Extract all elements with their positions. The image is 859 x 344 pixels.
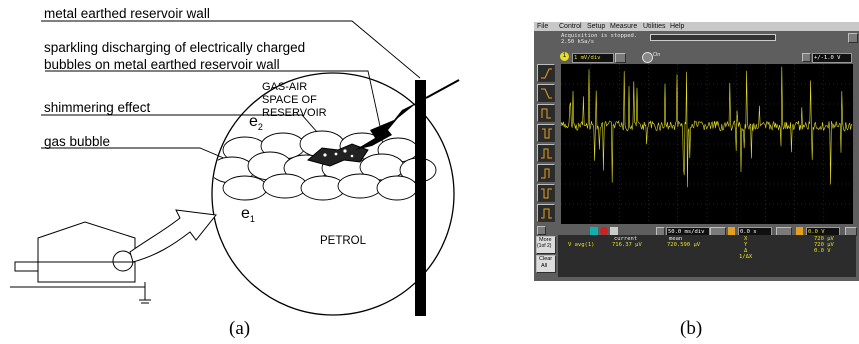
petrol-label: PETROL [320, 235, 367, 247]
sparkling-label-1: sparkling discharging of electrically ch… [44, 40, 306, 55]
marker-value-2: 720 µV [814, 242, 834, 248]
more-label: More [539, 237, 552, 243]
clear-all-button[interactable] [536, 255, 556, 273]
leader-wall [41, 20, 421, 79]
sample-rate: 2.50 kSa/s [561, 39, 595, 45]
marker-row-x: X [744, 236, 748, 242]
marker-row-delta: Δ [744, 248, 748, 254]
menu-control[interactable]: Control [559, 23, 582, 30]
marker-row-y: Y [744, 242, 748, 248]
menu-help[interactable]: Help [670, 23, 685, 30]
offset-icon[interactable] [802, 53, 811, 62]
menu-bar: File Control Setup Measure Utilities Hel… [534, 22, 859, 31]
waveform-display[interactable] [561, 64, 853, 224]
all-label: All [541, 263, 548, 269]
bubble-layer [213, 130, 437, 201]
e2-label: e2 [249, 113, 263, 133]
waveform-svg [561, 64, 853, 224]
current-value: 716.37 µV [612, 242, 642, 248]
more-page-label: (1of 2) [537, 243, 552, 249]
wall-label: metal earthed reservoir wall [44, 6, 210, 21]
single-icon[interactable] [610, 227, 618, 235]
marker-button[interactable] [537, 226, 546, 235]
mean-value: 720.590 µV [667, 242, 701, 248]
shimmer-cluster [306, 143, 369, 167]
volts-div-spinner[interactable] [615, 53, 626, 63]
delay-icon[interactable] [728, 227, 735, 235]
trigger-level-icon[interactable] [796, 227, 803, 235]
offset-field[interactable]: +/-1.0 V [812, 53, 852, 63]
leader-sparkling [45, 70, 384, 141]
sparkling-label-2: bubbles on metal earthed reservoir wall [44, 57, 280, 72]
reservoir-wall [415, 80, 426, 316]
tank-icon [10, 221, 151, 304]
panel-a: metal earthed reservoir wall sparkling d… [10, 6, 460, 339]
spark-icon [355, 102, 418, 150]
gas-air-label-1: GAS-AIR [262, 81, 308, 93]
volts-div-field[interactable]: 1 mV/div [572, 53, 614, 63]
stop-icon[interactable] [600, 227, 608, 235]
gas-air-label-2: SPACE OF [262, 94, 317, 106]
probe-on-label: On [653, 52, 661, 58]
caption-a: (a) [229, 318, 251, 339]
run-icon[interactable] [590, 227, 598, 235]
marker-value-1: 720 µV [814, 236, 834, 242]
toolbar-glyphs [541, 68, 552, 219]
caption-b: (b) [680, 318, 703, 339]
measurement-name: V avg(1) [568, 242, 595, 248]
leader-gas-bubble [41, 147, 241, 166]
callout-arrow [129, 209, 217, 263]
scope-grid [561, 64, 853, 224]
oscilloscope-window: File Control Setup Measure Utilities Hel… [534, 22, 859, 281]
menu-measure[interactable]: Measure [610, 23, 638, 30]
reservoir-diagram [10, 20, 460, 316]
current-header: current [614, 236, 638, 242]
menu-utilities[interactable]: Utilities [643, 23, 666, 30]
probe-icon[interactable] [642, 52, 653, 63]
magnifier-circle [211, 72, 455, 316]
spark-extension [425, 79, 460, 99]
acq-progress-bar [650, 34, 776, 41]
clear-label: Clear [539, 256, 553, 262]
mean-header: mean [669, 236, 683, 242]
channel-1-icon[interactable]: 1 [560, 52, 569, 61]
menu-file[interactable]: File [537, 23, 549, 30]
shimmer-dots [323, 149, 354, 158]
marker-value-3: 0.0 V [814, 248, 831, 254]
e1-label: e1 [241, 205, 255, 225]
menu-setup[interactable]: Setup [587, 23, 606, 30]
gas-air-label-3: RESERVOIR [262, 107, 327, 119]
measurement-panel [558, 235, 856, 277]
marker-row-inv: 1/ΔX [739, 254, 753, 260]
more-button[interactable] [536, 236, 556, 254]
window-icon-button[interactable] [848, 33, 858, 43]
shimmering-label: shimmering effect [44, 100, 151, 115]
acq-status: Acquisition is stopped. [561, 33, 638, 39]
gas-bubble-label: gas bubble [44, 134, 111, 149]
signal-trace [561, 66, 853, 188]
